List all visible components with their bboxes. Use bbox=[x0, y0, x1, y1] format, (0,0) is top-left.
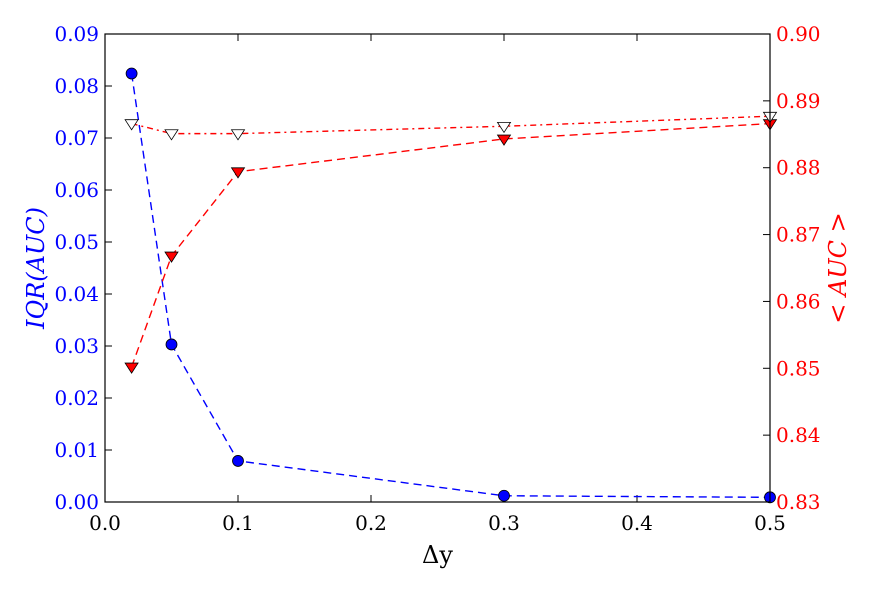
series-0-point bbox=[125, 67, 138, 80]
y-right-tick-label: 0.88 bbox=[776, 156, 821, 180]
y-right-tick-label: 0.89 bbox=[776, 89, 821, 113]
y-left-tick-label: 0.03 bbox=[54, 334, 99, 358]
series-1-line bbox=[130, 122, 771, 368]
x-tick-label: 0.4 bbox=[621, 511, 653, 535]
series-0-point bbox=[165, 338, 178, 351]
y-left-tick-label: 0.01 bbox=[54, 438, 99, 462]
y-right-tick-label: 0.86 bbox=[776, 289, 821, 313]
series-2-point bbox=[496, 121, 512, 134]
y-axis-left-label: IQR(AUC) bbox=[22, 207, 50, 330]
series-1-point bbox=[496, 134, 512, 146]
y-left-tick-label: 0.07 bbox=[54, 126, 99, 150]
labels-layer: Δy IQR(AUC) < AUC > bbox=[22, 207, 852, 569]
y-left-tick-label: 0.04 bbox=[54, 282, 99, 306]
y-left-tick-label: 0.09 bbox=[54, 22, 99, 46]
x-tick-label: 0.5 bbox=[754, 511, 786, 535]
series-2-line bbox=[131, 115, 771, 135]
series-1-point bbox=[164, 251, 179, 263]
series-2-point bbox=[124, 119, 139, 131]
x-tick-label: 0.0 bbox=[89, 511, 121, 535]
y-left-tick-label: 0.02 bbox=[54, 386, 99, 410]
series-layer bbox=[124, 67, 778, 504]
series-1-point bbox=[230, 167, 246, 179]
y-left-tick-label: 0.06 bbox=[54, 178, 99, 202]
y-right-tick-label: 0.84 bbox=[776, 423, 821, 447]
series-0-line bbox=[130, 73, 771, 499]
y-left-tick-label: 0.00 bbox=[54, 490, 99, 514]
x-tick-label: 0.1 bbox=[222, 511, 254, 535]
x-axis-label: Δy bbox=[422, 541, 453, 569]
y-right-tick-label: 0.87 bbox=[776, 223, 821, 247]
ticks-layer: 0.0 0.1 0.2 0.3 0.4 0.5 0.00 0.01 0.02 0.03 0.04 0.… bbox=[54, 22, 820, 535]
y-right-tick-label: 0.83 bbox=[776, 490, 821, 514]
y-axis-right-label: < AUC > bbox=[824, 212, 852, 323]
series-0-point bbox=[498, 489, 510, 502]
y-right-tick-label: 0.85 bbox=[776, 356, 821, 380]
x-tick-label: 0.3 bbox=[488, 511, 520, 535]
plot-frame bbox=[104, 33, 771, 503]
y-left-tick-label: 0.08 bbox=[54, 74, 99, 98]
x-tick-label: 0.2 bbox=[355, 511, 387, 535]
series-1-point bbox=[124, 362, 139, 374]
series-0-point bbox=[232, 455, 244, 467]
series-2-point bbox=[230, 129, 246, 141]
y-right-tick-label: 0.90 bbox=[776, 22, 821, 46]
series-2-point bbox=[164, 129, 179, 141]
y-left-tick-label: 0.05 bbox=[54, 230, 99, 254]
